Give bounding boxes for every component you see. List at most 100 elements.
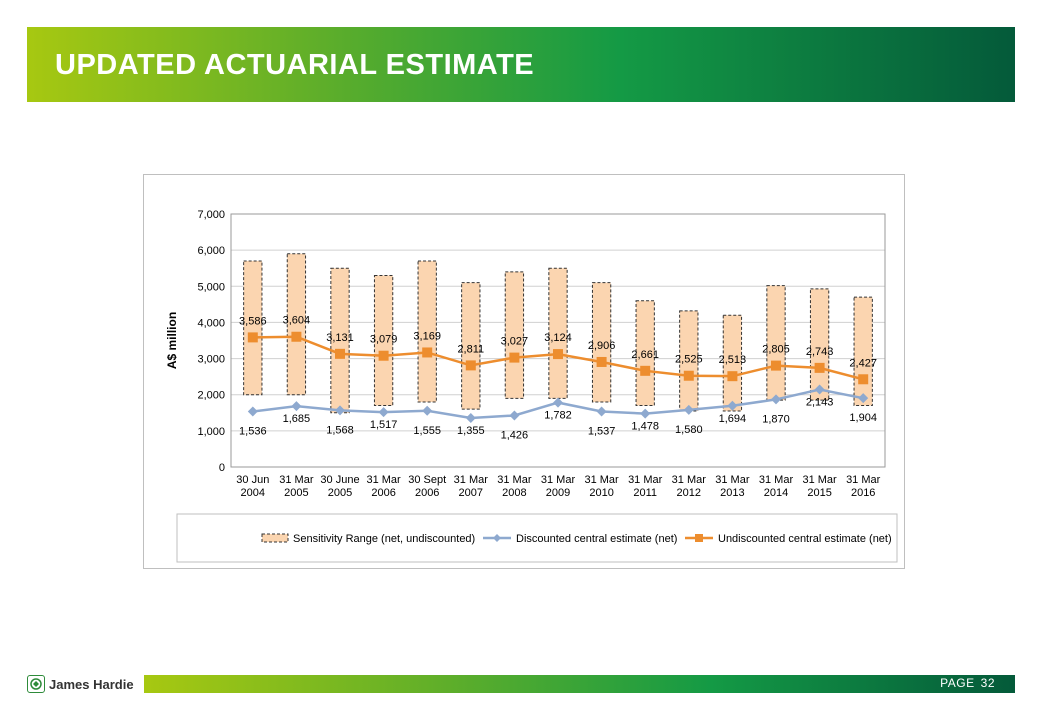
undiscounted-data-label: 2,811 [457, 343, 484, 355]
discounted-data-label: 1,685 [283, 413, 311, 425]
range-bar [591, 282, 612, 403]
undiscounted-point [596, 356, 607, 367]
undiscounted-point [247, 332, 258, 343]
logo-text: James Hardie [49, 676, 134, 692]
x-tick-label: 31 Mar 2007 [454, 474, 489, 499]
discounted-data-label: 1,870 [762, 413, 790, 425]
page-indicator: PAGE 32 [934, 676, 995, 690]
x-tick-label: 31 Mar 2012 [672, 474, 707, 499]
undiscounted-point [509, 352, 520, 363]
x-tick-label: 31 Mar 2011 [628, 474, 663, 499]
discounted-data-label: 1,904 [849, 412, 877, 424]
undiscounted-data-label: 2,661 [631, 349, 659, 361]
range-bar [504, 271, 525, 399]
discounted-point [596, 406, 607, 417]
x-tick-label: 31 Mar 2015 [802, 474, 837, 499]
discounted-point [771, 394, 781, 405]
y-tick-label: 4,000 [197, 317, 225, 329]
legend-box [176, 513, 898, 563]
page-label: PAGE [940, 676, 975, 690]
legend-undiscounted-marker [695, 534, 703, 542]
y-axis-label: A$ million [165, 312, 179, 369]
legend-discounted-label: Discounted central estimate (net) [516, 533, 677, 545]
undiscounted-point [683, 370, 694, 381]
range-bar [373, 274, 394, 407]
undiscounted-data-label: 2,805 [762, 344, 790, 356]
undiscounted-data-label: 3,169 [413, 330, 441, 342]
jh-logo-icon [27, 675, 45, 693]
undiscounted-data-label: 3,586 [239, 315, 267, 327]
undiscounted-data-label: 3,079 [370, 334, 398, 346]
discounted-point [553, 397, 563, 408]
discounted-point [727, 400, 738, 411]
discounted-data-label: 1,694 [719, 413, 747, 425]
undiscounted-data-label: 2,743 [806, 346, 834, 358]
range-bar [809, 288, 830, 401]
undiscounted-point [335, 348, 345, 359]
range-bar [853, 296, 873, 407]
y-tick-label: 3,000 [197, 354, 225, 366]
discounted-point [858, 393, 869, 404]
discounted-point [378, 407, 389, 418]
title-banner: UPDATED ACTUARIAL ESTIMATE [27, 27, 1015, 102]
range-bar [286, 253, 307, 396]
x-tick-label: 31 Mar 2005 [279, 474, 314, 499]
discounted-data-label: 1,478 [631, 421, 659, 433]
x-tick-label: 31 Mar 2016 [846, 474, 881, 499]
x-tick-label: 31 Mar 2008 [497, 474, 532, 499]
undiscounted-data-label: 2,525 [675, 354, 703, 366]
x-tick-label: 31 Mar 2014 [759, 474, 794, 499]
plot-area-border [230, 213, 886, 468]
legend-range-label: Sensitivity Range (net, undiscounted) [293, 533, 475, 545]
y-tick-label: 1,000 [197, 426, 225, 438]
undiscounted-point [553, 349, 563, 360]
discounted-data-label: 1,782 [544, 410, 572, 422]
discounted-data-label: 1,568 [326, 424, 354, 436]
undiscounted-data-label: 3,131 [326, 332, 354, 344]
y-tick-label: 7,000 [197, 209, 225, 221]
chart-container: 0 1,000 2,000 3,000 4,000 5,000 6,000 7,000 A$ m… [143, 174, 905, 569]
undiscounted-point [640, 365, 651, 376]
range-bar [243, 260, 263, 396]
undiscounted-point [771, 360, 781, 371]
discounted-data-label: 2,143 [806, 397, 834, 409]
page-number: 32 [980, 676, 995, 690]
discounted-point [640, 408, 651, 419]
discounted-data-label: 1,536 [239, 425, 267, 437]
discounted-data-label: 1,426 [501, 429, 529, 441]
footer-bar: PAGE 32 [144, 675, 1015, 693]
x-tick-label: 31 Mar 2009 [541, 474, 576, 499]
legend-discounted-marker [493, 534, 501, 542]
discounted-data-label: 1,555 [413, 425, 441, 437]
y-tick-label: 2,000 [197, 390, 225, 402]
undiscounted-data-label: 2,906 [588, 340, 616, 352]
x-tick-label: 30 Sept 2006 [408, 474, 446, 499]
undiscounted-point [422, 347, 433, 358]
undiscounted-data-label: 2,513 [719, 354, 747, 366]
range-bar [417, 260, 437, 403]
y-tick-label: 5,000 [197, 281, 225, 293]
undiscounted-point [378, 350, 389, 361]
discounted-point [247, 406, 258, 417]
discounted-data-label: 1,537 [588, 425, 616, 437]
y-tick-label: 6,000 [197, 245, 225, 257]
discounted-point [683, 404, 694, 415]
james-hardie-logo: James Hardie [27, 674, 134, 694]
discounted-data-label: 1,580 [675, 424, 703, 436]
undiscounted-data-label: 3,027 [501, 336, 529, 348]
undiscounted-data-label: 3,124 [544, 332, 572, 344]
range-bar [722, 314, 743, 412]
undiscounted-point [465, 360, 476, 371]
discounted-point [422, 405, 433, 416]
discounted-point [814, 384, 825, 395]
legend-undiscounted-label: Undiscounted central estimate (net) [718, 533, 892, 545]
y-tick-label: 0 [219, 462, 225, 474]
discounted-point [465, 413, 476, 424]
range-bar [635, 300, 655, 407]
discounted-point [509, 410, 520, 421]
undiscounted-point [814, 362, 825, 373]
undiscounted-point [727, 371, 738, 382]
x-tick-label: 31 Mar 2006 [366, 474, 401, 499]
discounted-data-label: 1,517 [370, 419, 398, 431]
undiscounted-data-label: 3,604 [283, 315, 311, 327]
